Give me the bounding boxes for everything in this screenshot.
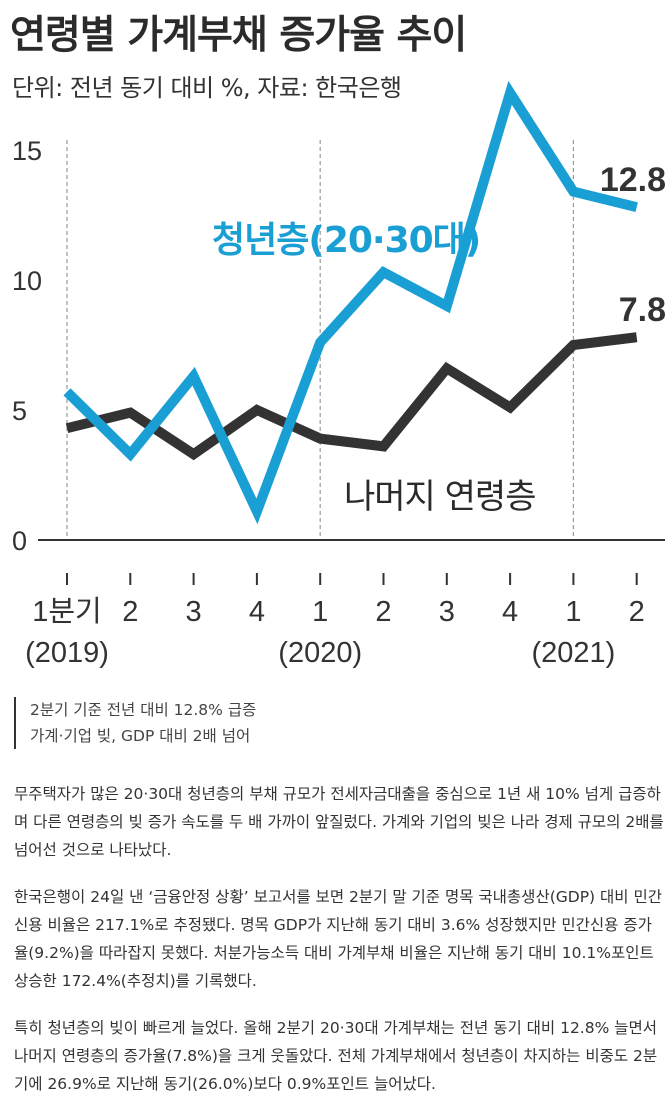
x-tick-label: 1	[565, 596, 581, 628]
chart-subtitle: 단위: 전년 동기 대비 %, 자료: 한국은행	[12, 74, 402, 102]
year-label: (2019)	[25, 637, 109, 669]
x-tick-label: 3	[439, 596, 455, 628]
article-paragraph-1: 무주택자가 많은 20·30대 청년층의 부채 규모가 전세자금대출을 중심으로…	[14, 785, 664, 859]
x-axis-ticks: 1분기 2 3 4 1 2 3 4 1 2 (2019) (2020) (2021)	[25, 573, 645, 669]
y-tick-label: 10	[12, 266, 42, 296]
end-label-youth: 12.8	[600, 161, 666, 199]
summary-line-1: 2분기 기준 전년 대비 12.8% 급증	[30, 701, 257, 719]
legend-rest-label: 나머지 연령층	[344, 477, 536, 517]
article-paragraph-3: 특히 청년층의 빚이 빠르게 늘었다. 올해 2분기 20·30대 가계부채는 …	[14, 1019, 658, 1093]
series-line-youth	[63, 80, 638, 525]
year-label: (2020)	[278, 637, 362, 669]
summary-line-2: 가계·기업 빚, GDP 대비 2배 넘어	[30, 727, 251, 745]
x-tick-label: 4	[502, 596, 518, 628]
series-lines	[63, 80, 638, 525]
line-chart: 0 5 10 15 1분기 2 3 4 1 2 3 4 1 2 (2019) (2020) (2021) 12…	[12, 80, 666, 669]
x-tick-label: 2	[375, 596, 391, 628]
x-tick-label: 1분기	[32, 596, 102, 628]
summary-box: 2분기 기준 전년 대비 12.8% 급증 가계·기업 빚, GDP 대비 2배…	[14, 697, 256, 749]
y-tick-label: 5	[12, 396, 27, 426]
article-body: 무주택자가 많은 20·30대 청년층의 부채 규모가 전세자금대출을 중심으로…	[14, 780, 664, 1117]
x-tick-label: 3	[186, 596, 202, 628]
y-tick-label: 15	[12, 136, 42, 166]
x-tick-label: 2	[629, 596, 645, 628]
y-tick-label: 0	[12, 526, 27, 556]
x-tick-label: 2	[122, 596, 138, 628]
legend-youth-label: 청년층(20·30대)	[212, 220, 480, 261]
end-label-rest: 7.8	[619, 291, 666, 329]
x-tick-label: 4	[249, 596, 265, 628]
article-paragraph-2: 한국은행이 24일 낸 ‘금융안정 상황’ 보고서를 보면 2분기 말 기준 명…	[14, 888, 662, 990]
series-line-rest	[65, 332, 638, 461]
year-label: (2021)	[531, 637, 615, 669]
x-tick-label: 1	[312, 596, 328, 628]
chart-title: 연령별 가계부채 증가율 추이	[10, 13, 467, 58]
series-end-labels: 12.8 7.8	[600, 161, 666, 329]
y-axis-ticks: 0 5 10 15	[12, 136, 42, 556]
